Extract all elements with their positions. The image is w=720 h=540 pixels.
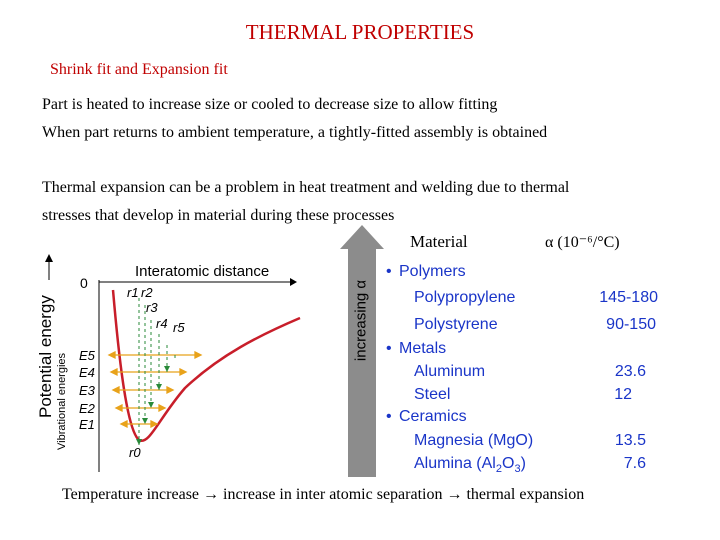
radius-label: r1: [127, 285, 139, 300]
material-name-alumina: Alumina (Al2O3): [414, 455, 526, 475]
potential-curve: [111, 289, 301, 443]
radius-label: r5: [173, 320, 185, 335]
alpha-value: 7.6: [623, 455, 646, 472]
potential-energy-diagram: Potential energy Vibrational energies 0 …: [36, 254, 301, 472]
paragraph-line: stresses that develop in material during…: [42, 207, 395, 224]
arrow-label-wrap: increasing α: [341, 240, 381, 410]
alpha-value: 12: [614, 386, 632, 403]
radius-label: r2: [141, 285, 153, 300]
alpha-value: 13.5: [614, 432, 646, 449]
paragraph-line: Thermal expansion can be a problem in he…: [42, 179, 570, 196]
zero-label: 0: [80, 275, 88, 291]
radius-label: r3: [146, 300, 158, 315]
category-label: Polymers: [399, 263, 466, 280]
category-label: Metals: [399, 340, 447, 357]
bullet: •: [386, 340, 392, 357]
material-name: Magnesia (MgO): [414, 432, 534, 449]
bullet: •: [386, 263, 392, 280]
energy-label: E4: [79, 365, 95, 380]
increasing-alpha-arrow: [340, 225, 384, 477]
energy-label: E3: [79, 383, 96, 398]
r0-label: r0: [129, 445, 141, 460]
subtitle: Shrink fit and Expansion fit: [50, 61, 228, 78]
alpha-symbol: α: [545, 234, 554, 251]
bullet: •: [386, 408, 392, 425]
energy-label: E2: [79, 401, 96, 416]
material-name: Aluminum: [414, 363, 486, 380]
material-name: Polypropylene: [414, 289, 516, 306]
category-label: Ceramics: [399, 408, 467, 425]
material-name: Steel: [414, 386, 451, 403]
material-header: Material: [410, 232, 468, 251]
alpha-value: 90-150: [606, 316, 656, 333]
vibrational-label: Vibrational energies: [56, 352, 68, 450]
curve-label: Interatomic distance: [135, 263, 269, 280]
paragraph-line: Part is heated to increase size or coole…: [42, 96, 498, 113]
alpha-unit: (10⁻⁶/°C): [557, 234, 620, 251]
alpha-value: 145-180: [599, 289, 658, 306]
radius-label: r4: [156, 316, 168, 331]
alumina-name: Alumina (Al2O3): [414, 455, 526, 476]
footer-statement: Temperature increase → increase in inter…: [62, 486, 585, 503]
alpha-header: α (10⁻⁶/°C): [545, 232, 620, 252]
paragraph-line: When part returns to ambient temperature…: [42, 124, 548, 141]
material-name: Polystyrene: [414, 316, 498, 333]
y-axis-label: Potential energy: [36, 295, 55, 418]
energy-label: E5: [79, 348, 96, 363]
page-title: THERMAL PROPERTIES: [245, 20, 475, 44]
alpha-value: 23.6: [614, 363, 646, 380]
arrow-label: increasing α: [352, 279, 370, 362]
energy-label: E1: [79, 417, 95, 432]
